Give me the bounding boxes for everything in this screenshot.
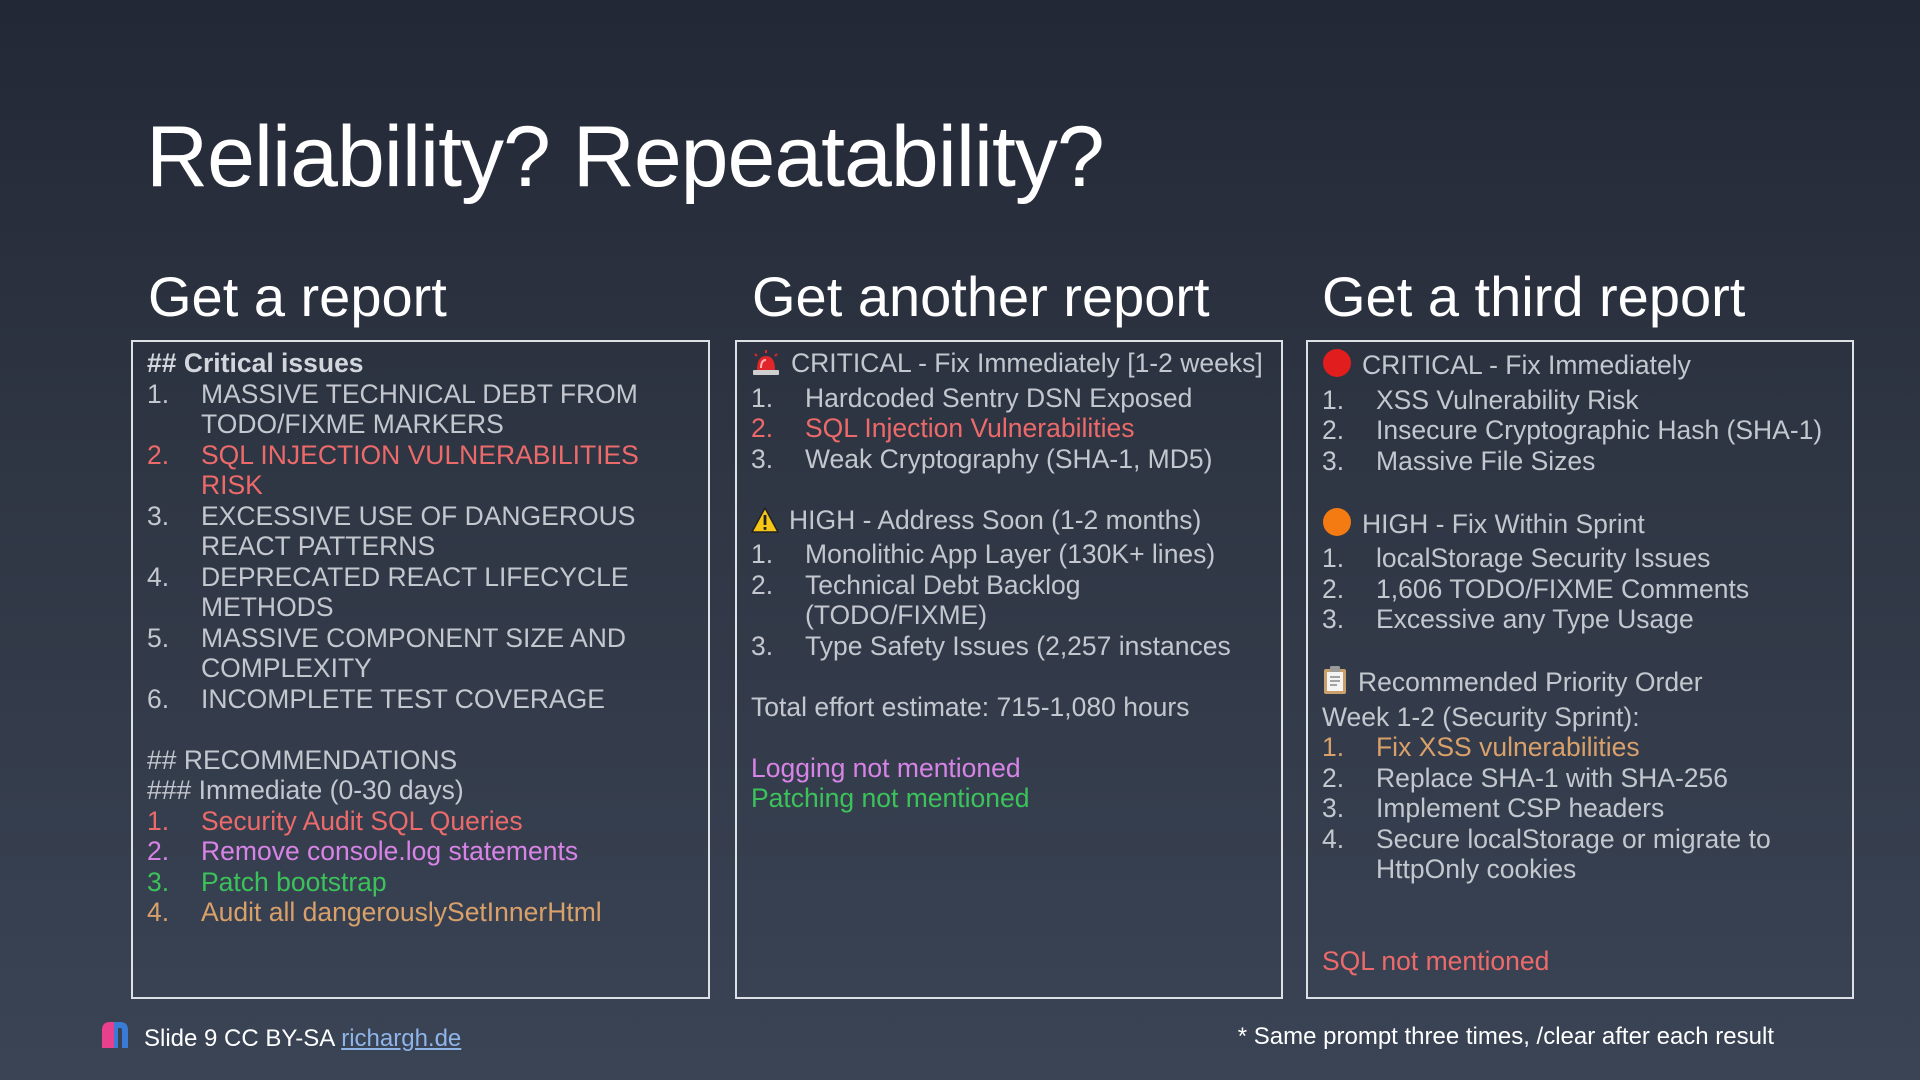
list-item: 5. MASSIVE COMPONENT SIZE AND COMPLEXITY	[147, 622, 627, 684]
spacer	[1322, 476, 1840, 507]
list-item: 4. Audit all dangerouslySetInnerHtml	[147, 897, 602, 927]
warning-icon	[751, 506, 779, 540]
priority-subheader: Week 1-2 (Security Sprint):	[1322, 701, 1640, 732]
spacer	[1322, 885, 1840, 916]
list-item: 2. Technical Debt Backlog (TODO/FIXME)	[751, 569, 1081, 631]
red-circle-icon	[1322, 348, 1352, 385]
effort-estimate: Total effort estimate: 715-1,080 hours	[751, 691, 1190, 722]
list-item: 2. SQL Injection Vulnerabilities	[751, 413, 1135, 443]
footer-left: Slide 9 CC BY-SA richargh.de	[100, 1020, 461, 1057]
list-item: 2. Remove console.log statements	[147, 836, 579, 866]
report-panel-3: CRITICAL - Fix Immediately 1. XSS Vulner…	[1306, 340, 1854, 999]
critical-header: CRITICAL - Fix Immediately [1-2 weeks]	[751, 348, 1269, 383]
list-item: 4. Secure localStorage or migrate to Htt…	[1322, 823, 1771, 885]
orange-circle-icon	[1322, 507, 1352, 544]
spacer	[751, 474, 1269, 505]
critical-issues-header: ## Critical issues	[147, 348, 364, 378]
list-item: 3. Excessive any Type Usage	[1322, 604, 1694, 634]
list-item: 3. Massive File Sizes	[1322, 445, 1596, 476]
footnote: * Same prompt three times, /clear after …	[1237, 1023, 1774, 1050]
sql-note: SQL not mentioned	[1322, 945, 1550, 976]
logging-note: Logging not mentioned	[751, 752, 1021, 783]
list-item: 3. Type Safety Issues (2,257 instances	[751, 630, 1231, 661]
slide-credit: Slide 9 CC BY-SA	[144, 1024, 336, 1052]
list-item: 2. 1,606 TODO/FIXME Comments	[1322, 573, 1750, 604]
spacer	[1322, 915, 1840, 946]
priority-header: Recommended Priority Order	[1322, 665, 1840, 702]
list-item: 3. Weak Cryptography (SHA-1, MD5)	[751, 443, 1213, 474]
column-heading-3: Get a third report	[1322, 265, 1746, 328]
spacer	[751, 661, 1269, 692]
high-header: HIGH - Fix Within Sprint	[1322, 507, 1840, 544]
spacer	[1322, 635, 1840, 666]
list-item: 1. Hardcoded Sentry DSN Exposed	[751, 382, 1193, 413]
list-item: 1. Fix XSS vulnerabilities	[1322, 732, 1640, 762]
list-item: 6. INCOMPLETE TEST COVERAGE	[147, 683, 605, 714]
list-item: 3. EXCESSIVE USE OF DANGEROUS REACT PATT…	[147, 500, 636, 562]
critical-header: CRITICAL - Fix Immediately	[1322, 348, 1840, 385]
list-item: 1. Security Audit SQL Queries	[147, 805, 523, 836]
report-panel-2: CRITICAL - Fix Immediately [1-2 weeks] 1…	[735, 340, 1283, 999]
list-item: 1. XSS Vulnerability Risk	[1322, 384, 1639, 415]
slide-title: Reliability? Repeatability?	[146, 109, 1105, 205]
recommendations-header: ## RECOMMENDATIONS	[147, 744, 458, 775]
author-link[interactable]: richargh.de	[341, 1024, 462, 1052]
list-item: 2. Replace SHA-1 with SHA-256	[1322, 762, 1729, 793]
list-item: 1. Monolithic App Layer (130K+ lines)	[751, 539, 1216, 569]
list-item: 4. DEPRECATED REACT LIFECYCLE METHODS	[147, 561, 629, 623]
high-header: HIGH - Address Soon (1-2 months)	[751, 505, 1269, 540]
clipboard-icon	[1322, 665, 1348, 702]
column-heading-1: Get a report	[148, 265, 447, 328]
list-item: 3. Implement CSP headers	[1322, 793, 1665, 823]
list-item: 1. MASSIVE TECHNICAL DEBT FROM TODO/FIXM…	[147, 378, 638, 440]
immediate-subheader: ### Immediate (0-30 days)	[147, 775, 464, 805]
list-item: 2. Insecure Cryptographic Hash (SHA-1)	[1322, 415, 1823, 445]
list-item: 2. SQL INJECTION VULNERABILITIES RISK	[147, 439, 639, 501]
logo-icon	[100, 1020, 144, 1057]
report-panel-1: ## Critical issues 1. MASSIVE TECHNICAL …	[131, 340, 710, 999]
police-light-icon	[751, 350, 781, 383]
list-item: 1. localStorage Security Issues	[1322, 543, 1711, 573]
column-heading-2: Get another report	[752, 265, 1210, 328]
spacer	[751, 722, 1269, 753]
patching-note: Patching not mentioned	[751, 783, 1030, 813]
spacer	[147, 714, 696, 745]
list-item: 3. Patch bootstrap	[147, 866, 387, 897]
